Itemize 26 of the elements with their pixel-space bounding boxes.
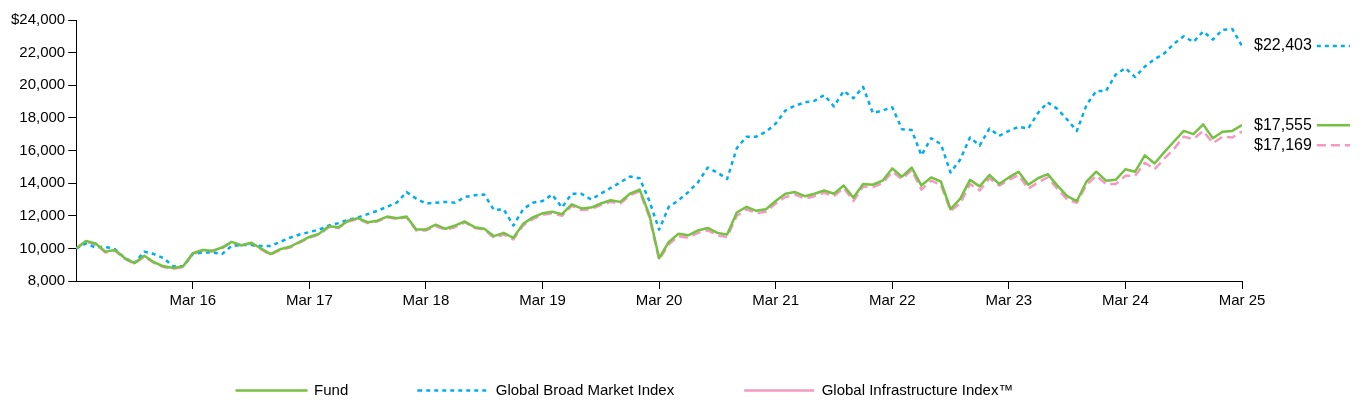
x-tick-label: Mar 20 (635, 291, 683, 309)
x-tick-label: Mar 25 (1218, 291, 1266, 309)
y-tick-label: 16,000 (19, 140, 66, 158)
legend-label: Fund (314, 380, 349, 398)
legend-label: Global Infrastructure Index™ (821, 380, 1014, 398)
x-tick-label: Mar 21 (752, 291, 800, 309)
y-tick-label: 22,000 (19, 42, 66, 60)
y-tick-label: 14,000 (19, 173, 66, 191)
y-tick-label: 10,000 (19, 238, 66, 256)
x-tick-label: Mar 18 (402, 291, 450, 309)
line-series (76, 27, 1242, 268)
y-tick-label: 12,000 (19, 205, 66, 223)
annotation: $17,169 (1254, 135, 1312, 153)
annotation: $22,403 (1254, 36, 1312, 54)
y-tick-label: 18,000 (19, 108, 66, 126)
y-tick-label: $24,000 (10, 10, 66, 28)
y-tick-label: 20,000 (19, 75, 66, 93)
x-tick-label: Mar 22 (868, 291, 916, 309)
y-tick-label: 8,000 (27, 271, 66, 289)
x-tick-label: Mar 16 (169, 291, 217, 309)
annotation: $17,555 (1254, 115, 1312, 133)
x-tick-label: Mar 19 (519, 291, 566, 309)
x-tick-label: Mar 24 (1102, 291, 1149, 309)
x-tick-label: Mar 23 (985, 291, 1033, 309)
x-tick-label: Mar 17 (286, 291, 333, 309)
legend-label: Global Broad Market Index (495, 380, 675, 398)
